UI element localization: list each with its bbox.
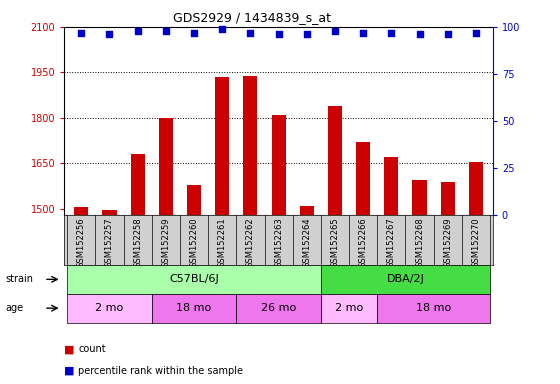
Text: GSM152263: GSM152263 [274,217,283,268]
Text: GSM152258: GSM152258 [133,217,142,268]
Bar [130,154,144,215]
Point [358,30,367,36]
Bar [321,294,377,323]
Point [443,31,452,38]
Text: 2 mo: 2 mo [335,303,363,313]
Text: C57BL/6J: C57BL/6J [169,274,219,285]
Bar [67,294,152,323]
Text: age: age [6,303,24,313]
Bar [377,294,490,323]
Text: ■: ■ [64,344,75,354]
Bar [102,210,116,215]
Bar [187,185,201,215]
Text: DBA/2J: DBA/2J [386,274,424,285]
Bar [413,180,427,215]
Text: GSM152265: GSM152265 [330,217,339,268]
Point [387,30,396,36]
Point [77,30,86,36]
Text: 18 mo: 18 mo [176,303,212,313]
Bar [67,265,321,294]
Text: GDS2929 / 1434839_s_at: GDS2929 / 1434839_s_at [173,12,331,25]
Bar [215,77,229,215]
Point [246,30,255,36]
Text: GSM152268: GSM152268 [415,217,424,268]
Bar [244,76,258,215]
Bar [321,265,490,294]
Text: ■: ■ [64,366,75,376]
Text: count: count [78,344,106,354]
Bar [74,207,88,215]
Bar [441,182,455,215]
Text: strain: strain [6,274,34,285]
Text: GSM152257: GSM152257 [105,217,114,268]
Bar [300,206,314,215]
Text: GSM152261: GSM152261 [218,217,227,268]
Text: percentile rank within the sample: percentile rank within the sample [78,366,244,376]
Bar [328,106,342,215]
Text: 2 mo: 2 mo [95,303,124,313]
Point [274,31,283,38]
Point [330,28,339,34]
Bar [152,294,236,323]
Point [472,30,480,36]
Point [415,31,424,38]
Point [190,30,199,36]
Point [218,26,227,32]
Text: GSM152269: GSM152269 [443,217,452,268]
Point [105,31,114,38]
Text: GSM152259: GSM152259 [161,217,170,268]
Text: 26 mo: 26 mo [261,303,296,313]
Bar [236,294,321,323]
Text: GSM152262: GSM152262 [246,217,255,268]
Bar [272,115,286,215]
Text: 18 mo: 18 mo [416,303,451,313]
Point [302,31,311,38]
Text: GSM152256: GSM152256 [77,217,86,268]
Text: GSM152270: GSM152270 [472,217,480,268]
Text: GSM152260: GSM152260 [189,217,199,268]
Bar [356,142,370,215]
Text: GSM152264: GSM152264 [302,217,311,268]
Point [161,28,170,34]
Text: GSM152267: GSM152267 [387,217,396,268]
Point [133,28,142,34]
Bar [469,162,483,215]
Text: GSM152266: GSM152266 [358,217,368,268]
Bar [384,157,398,215]
Bar [159,118,173,215]
